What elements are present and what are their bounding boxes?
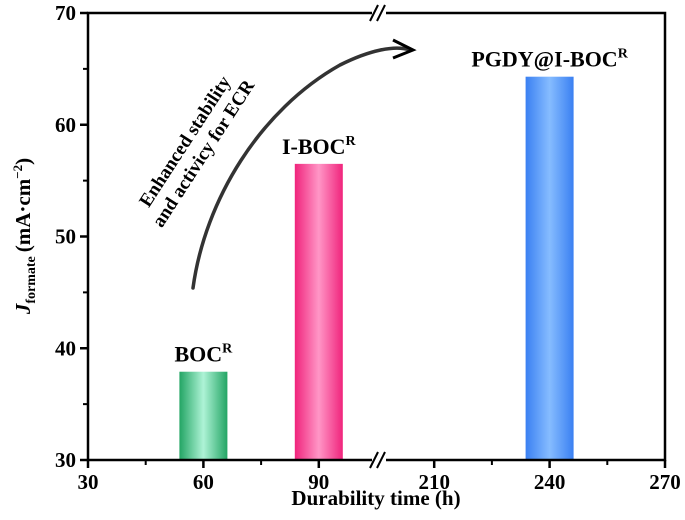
y-tick-label: 60 [55, 113, 76, 137]
trend-arrow [191, 46, 412, 290]
arrow-head-icon [392, 38, 417, 60]
bar-label-superscript: R [346, 134, 357, 149]
y-label-subscript: formate [24, 256, 39, 303]
x-axis-label: Durability time (h) [291, 486, 460, 510]
bar-label: BOCR [174, 342, 233, 367]
y-tick-label: 50 [55, 225, 76, 249]
y-label-unit: (mA·cm [11, 178, 35, 252]
svg-text:Jformate(mA·cm−2): Jformate (mA·cm−2) [10, 158, 39, 315]
y-tick-label: 70 [55, 1, 76, 25]
y-axis-label: Jformate (mA·cm−2) [10, 158, 39, 315]
bar-label: I-BOCR [282, 134, 357, 159]
axis-break-bottom [369, 451, 386, 469]
bar-label-superscript: R [222, 342, 233, 357]
y-label-close: ) [11, 158, 35, 165]
axis-ticks: 30 60 90 210 240 270 30 40 50 60 70 [55, 1, 681, 494]
axis-break-top [369, 4, 386, 22]
annotation-text: Enhanced stability and activicy for ECR [135, 72, 259, 231]
x-tick-label: 90 [308, 470, 329, 494]
x-tick-label: 210 [418, 470, 450, 494]
bar-label-name: PGDY@I-BOC [471, 47, 617, 72]
bar-label: PGDY@I-BOCR [471, 47, 628, 72]
bar-label-name: BOC [174, 342, 222, 367]
y-label-exponent: −2 [10, 165, 25, 179]
plot-frame [86, 11, 667, 462]
bar [525, 76, 574, 460]
x-tick-label: 270 [649, 470, 681, 494]
bar [294, 163, 343, 461]
y-tick-label: 40 [55, 336, 76, 360]
y-tick-label: 30 [55, 448, 76, 472]
bar-label-name: I-BOC [282, 134, 346, 159]
bar [179, 371, 228, 460]
bars-group [179, 76, 574, 461]
y-label-symbol: J [11, 302, 35, 315]
x-tick-label: 240 [534, 470, 566, 494]
x-tick-label: 30 [78, 470, 99, 494]
bar-label-superscript: R [618, 47, 629, 62]
x-tick-label: 60 [193, 470, 214, 494]
